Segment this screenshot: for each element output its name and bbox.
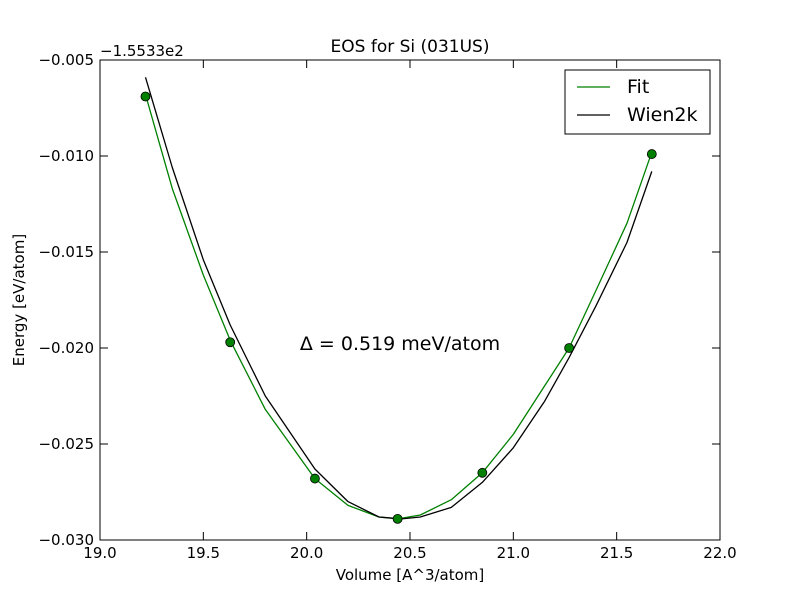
x-tick-label: 20.0 bbox=[290, 544, 323, 562]
legend-box bbox=[564, 69, 711, 135]
legend-label-wien2k: Wien2k bbox=[627, 104, 697, 126]
data-point bbox=[310, 473, 320, 484]
y-tick-label: −0.005 bbox=[38, 51, 94, 69]
x-tick-label: 22.0 bbox=[703, 544, 736, 562]
data-point bbox=[140, 91, 151, 102]
series-line-fit bbox=[144, 94, 653, 520]
x-tick-label: 21.0 bbox=[497, 544, 530, 562]
y-tick-label: −0.020 bbox=[38, 339, 94, 357]
series-line-wien2k bbox=[144, 77, 653, 520]
data-point bbox=[392, 513, 403, 524]
y-tick-label: −0.030 bbox=[38, 531, 94, 549]
x-tick-label: 19.5 bbox=[187, 544, 220, 562]
y-tick-label: −0.025 bbox=[38, 435, 94, 453]
legend: Fit Wien2k bbox=[564, 69, 711, 135]
x-tick-label: 19.0 bbox=[83, 544, 116, 562]
y-tick-label: −0.010 bbox=[38, 147, 94, 165]
x-tick-label: 21.5 bbox=[600, 544, 633, 562]
legend-label-fit: Fit bbox=[627, 76, 649, 98]
y-axis-label: Energy [eV/atom] bbox=[10, 234, 28, 366]
data-point bbox=[477, 467, 488, 478]
data-point bbox=[225, 337, 236, 348]
data-point bbox=[646, 149, 657, 159]
x-tick-label: 20.5 bbox=[393, 544, 426, 562]
y-tick-label: −0.015 bbox=[38, 243, 94, 261]
x-axis-label: Volume [A^3/atom] bbox=[336, 566, 485, 584]
y-offset-label: −1.5533e2 bbox=[100, 42, 184, 60]
chart-title: EOS for Si (031US) bbox=[331, 37, 490, 57]
data-point bbox=[564, 343, 575, 353]
delta-annotation: Δ = 0.519 meV/atom bbox=[300, 333, 500, 355]
